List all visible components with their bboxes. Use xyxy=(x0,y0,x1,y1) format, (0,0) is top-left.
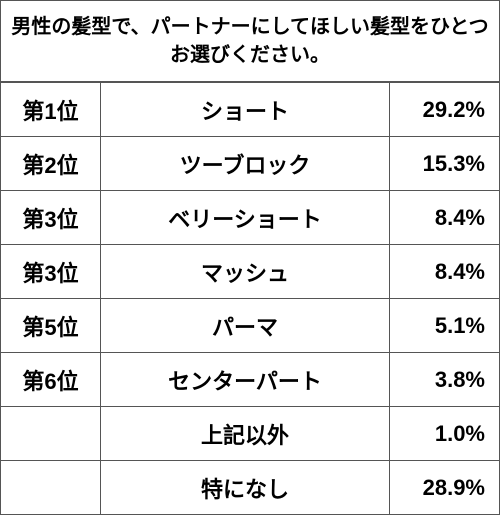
label-cell: 特になし xyxy=(101,461,390,515)
ranking-table-container: 男性の髪型で、パートナーにしてほしい髪型をひとつお選びください。 第1位 ショー… xyxy=(0,0,500,515)
label-cell: ショート xyxy=(101,83,390,137)
pct-cell: 8.4% xyxy=(390,191,500,245)
pct-cell: 1.0% xyxy=(390,407,500,461)
rank-cell: 第5位 xyxy=(1,299,101,353)
table-row: 第3位 ベリーショート 8.4% xyxy=(1,191,500,245)
table-title: 男性の髪型で、パートナーにしてほしい髪型をひとつお選びください。 xyxy=(0,0,500,82)
table-row: 第3位 マッシュ 8.4% xyxy=(1,245,500,299)
rank-cell xyxy=(1,461,101,515)
table-row: 上記以外 1.0% xyxy=(1,407,500,461)
table-row: 第5位 パーマ 5.1% xyxy=(1,299,500,353)
label-cell: マッシュ xyxy=(101,245,390,299)
table-row: 第2位 ツーブロック 15.3% xyxy=(1,137,500,191)
pct-cell: 8.4% xyxy=(390,245,500,299)
table-row: 特になし 28.9% xyxy=(1,461,500,515)
rank-cell: 第3位 xyxy=(1,245,101,299)
label-cell: 上記以外 xyxy=(101,407,390,461)
rank-cell: 第3位 xyxy=(1,191,101,245)
label-cell: ベリーショート xyxy=(101,191,390,245)
label-cell: センターパート xyxy=(101,353,390,407)
rank-cell: 第2位 xyxy=(1,137,101,191)
rank-cell: 第6位 xyxy=(1,353,101,407)
rank-cell xyxy=(1,407,101,461)
pct-cell: 3.8% xyxy=(390,353,500,407)
pct-cell: 15.3% xyxy=(390,137,500,191)
pct-cell: 28.9% xyxy=(390,461,500,515)
ranking-table: 第1位 ショート 29.2% 第2位 ツーブロック 15.3% 第3位 ベリーシ… xyxy=(0,82,500,515)
pct-cell: 5.1% xyxy=(390,299,500,353)
rank-cell: 第1位 xyxy=(1,83,101,137)
table-row: 第6位 センターパート 3.8% xyxy=(1,353,500,407)
label-cell: ツーブロック xyxy=(101,137,390,191)
table-row: 第1位 ショート 29.2% xyxy=(1,83,500,137)
label-cell: パーマ xyxy=(101,299,390,353)
pct-cell: 29.2% xyxy=(390,83,500,137)
